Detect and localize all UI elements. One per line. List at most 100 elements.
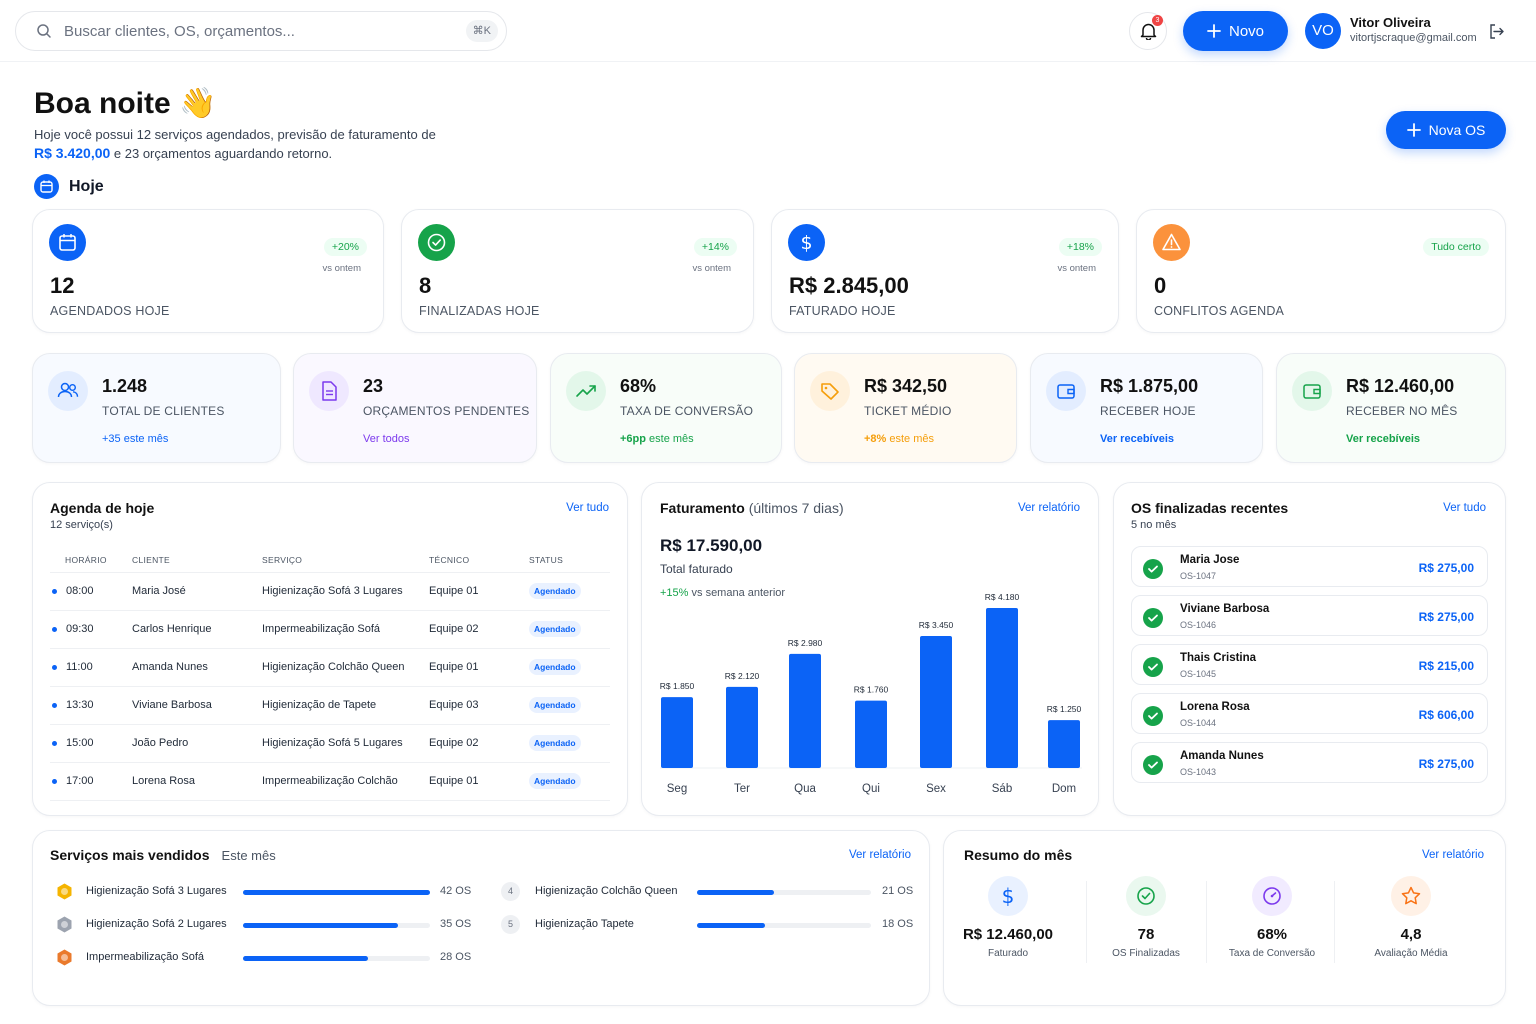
os-list-item[interactable]: Lorena Rosa OS-1044 R$ 606,00 [1131,693,1488,734]
shortcut-hint: ⌘K [465,20,498,42]
kpi-card-finalizadas[interactable]: +14% vs ontem 8 FINALIZADAS HOJE [401,209,754,333]
new-os-button[interactable]: Nova OS [1386,111,1506,149]
metric-label: TAXA DE CONVERSÃO [620,404,754,418]
cell-technician: Equipe 03 [429,686,529,725]
chart-data-label: R$ 1.850 [660,681,695,691]
os-value: R$ 275,00 [1418,610,1474,624]
summary-item-finalizadas: 78 OS Finalizadas [1076,876,1216,959]
recent-os-ver-tudo-link[interactable]: Ver tudo [1443,502,1486,514]
chart-ver-relatorio-link[interactable]: Ver relatório [1017,502,1080,514]
summary-label: Avaliação Média [1374,948,1448,959]
service-progress-bar [243,956,430,961]
status-dot [52,740,57,746]
column-header: TÉCNICO [429,548,529,573]
chart-bar[interactable] [1048,720,1080,768]
cell-client: Viviane Barbosa [132,686,262,725]
cell-technician: Equipe 01 [429,648,529,687]
avatar[interactable]: VO [1305,13,1341,49]
os-list-item[interactable]: Thais Cristina OS-1045 R$ 215,00 [1131,644,1488,685]
kpi-card-conflitos[interactable]: Tudo certo 0 CONFLITOS AGENDA [1136,209,1506,333]
service-progress-bar [243,923,430,928]
recent-os-subtitle: 5 no mês [1131,519,1177,531]
os-code: OS-1046 [1180,620,1217,630]
os-code: OS-1047 [1180,571,1217,581]
cell-time: 13:30 [50,686,132,725]
logout-icon[interactable] [1488,23,1505,40]
cell-status: Agendado [529,648,610,687]
status-badge: Agendado [529,621,581,637]
new-button[interactable]: Novo [1183,11,1288,51]
kpi-label: FINALIZADAS HOJE [419,304,540,318]
column-header: SERVIÇO [262,548,429,573]
month-summary-panel: Resumo do mês Ver relatório $ R$ 12.460,… [943,830,1506,1006]
metric-value: R$ 12.460,00 [1346,376,1455,396]
cell-client: Maria José [132,572,262,611]
chart-bar[interactable] [855,700,887,768]
top-bar: ⌘K 3 Novo VO Vitor Oliveira vitortjscraq… [0,0,1536,62]
metric-value: 1.248 [102,376,148,396]
metric-card-ticket[interactable]: R$ 342,50 TICKET MÉDIO +8% este mês [794,353,1017,463]
service-progress-bar [697,923,871,928]
chart-bar[interactable] [986,608,1018,768]
metric-card-receber-mes[interactable]: R$ 12.460,00 RECEBER NO MÊS Ver recebíve… [1276,353,1506,463]
chart-bar[interactable] [789,653,821,768]
services-ver-relatorio-link[interactable]: Ver relatório [848,849,911,861]
metric-label: ORÇAMENTOS PENDENTES [363,404,530,418]
metric-card-conversao[interactable]: 68% TAXA DE CONVERSÃO +6pp este mês [550,353,782,463]
summary-label: OS Finalizadas [1112,948,1180,959]
chart-bar[interactable] [726,686,758,768]
table-row[interactable]: 08:00 Maria José Higienização Sofá 3 Lugar… [50,572,610,611]
kpi-card-faturado[interactable]: $ +18% vs ontem R$ 2.845,00 FATURADO HOJ… [771,209,1119,333]
forecast-amount: R$ 3.420,00 [34,145,111,161]
kpi-compare-label: vs ontem [692,263,731,274]
column-header: HORÁRIO [50,548,132,573]
table-row[interactable]: 11:00 Amanda Nunes Higienização Colchão Qu… [50,648,610,687]
notifications-button[interactable]: 3 [1129,12,1167,50]
os-client-name: Thais Cristina [1180,652,1257,664]
os-list-item[interactable]: Maria Jose OS-1047 R$ 275,00 [1131,546,1488,587]
agenda-ver-tudo-link[interactable]: Ver tudo [566,502,609,514]
cell-technician: Equipe 01 [429,762,529,801]
ver-recebiveis-link[interactable]: Ver recebíveis [1346,433,1421,445]
os-client-name: Maria Jose [1180,554,1240,566]
os-list-item[interactable]: Viviane Barbosa OS-1046 R$ 275,00 [1131,595,1488,636]
user-name: Vitor Oliveira [1350,15,1431,30]
cell-client: Amanda Nunes [132,648,262,687]
ver-todos-link[interactable]: Ver todos [363,433,410,445]
chart-bar[interactable] [661,697,693,768]
service-progress-fill [243,956,368,961]
cell-status: Agendado [529,762,610,801]
plus-icon [1406,123,1421,137]
search-input[interactable] [64,22,444,40]
search-icon [36,23,52,39]
cell-service: Higienização de Tapete [262,686,429,725]
kpi-label: FATURADO HOJE [789,304,896,318]
summary-value: 78 [1137,926,1155,943]
metric-value: R$ 342,50 [864,376,948,396]
notification-count-badge: 3 [1152,15,1163,26]
agenda-subtitle: 12 serviço(s) [50,519,113,531]
metric-card-receber-hoje[interactable]: R$ 1.875,00 RECEBER HOJE Ver recebíveis [1030,353,1263,463]
table-row[interactable]: 17:00 Lorena Rosa Impermeabilização Colchã… [50,762,610,801]
chart-category-label: Seg [667,783,687,795]
summary-ver-relatorio-link[interactable]: Ver relatório [1421,849,1484,861]
kpi-card-agendados[interactable]: +20% vs ontem 12 AGENDADOS HOJE [32,209,384,333]
os-value: R$ 275,00 [1418,561,1474,575]
ver-recebiveis-link[interactable]: Ver recebíveis [1100,433,1175,445]
metric-card-clientes[interactable]: 1.248 TOTAL DE CLIENTES +35 este mês [32,353,281,463]
table-row[interactable]: 15:00 João Pedro Higienização Sofá 5 Lugar… [50,724,610,763]
table-row[interactable]: 09:30 Carlos Henrique Impermeabilização So… [50,610,610,649]
search-box[interactable]: ⌘K [15,11,507,51]
check-circle-icon [1143,657,1163,677]
chart-bar[interactable] [920,635,952,768]
rank-badge: 4 [501,882,520,901]
os-list-item[interactable]: Amanda Nunes OS-1043 R$ 275,00 [1131,742,1488,783]
calendar-icon [49,224,86,261]
table-row[interactable]: 13:30 Viviane Barbosa Higienização de Tape… [50,686,610,725]
summary-value: 4,8 [1400,926,1422,943]
service-name: Higienização Sofá 3 Lugares [86,885,227,897]
agenda-table: HORÁRIO CLIENTE SERVIÇO TÉCNICO STATUS 0… [50,548,610,801]
metric-card-orcamentos[interactable]: 23 ORÇAMENTOS PENDENTES Ver todos [293,353,537,463]
chart-data-label: R$ 2.120 [725,671,760,681]
divider [1086,881,1087,963]
